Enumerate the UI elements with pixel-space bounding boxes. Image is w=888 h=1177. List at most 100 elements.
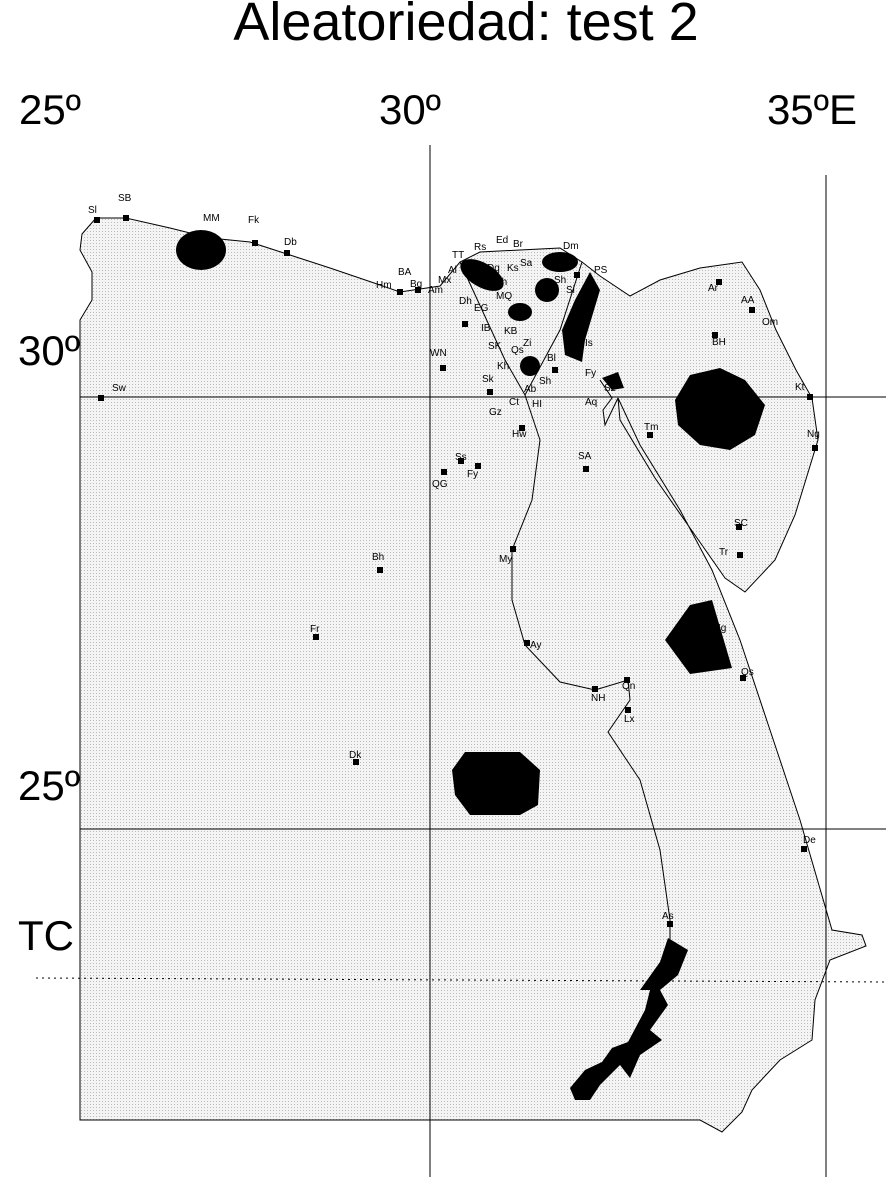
station-label: Kt bbox=[795, 382, 805, 393]
station-label: Dm bbox=[563, 241, 579, 252]
station-label: Tm bbox=[644, 422, 658, 433]
station-label: Ay bbox=[530, 640, 542, 651]
station-label: SB bbox=[118, 193, 132, 204]
station-label: Sz bbox=[604, 383, 616, 394]
station-label: De bbox=[803, 835, 816, 846]
station-label: IB bbox=[481, 323, 491, 334]
lon-label: 25º bbox=[19, 86, 81, 133]
station-label: Ar bbox=[708, 283, 719, 294]
cluster bbox=[452, 752, 540, 815]
lat-label: 30º bbox=[18, 327, 80, 374]
station-marker bbox=[440, 365, 446, 371]
station-label: Qs bbox=[741, 667, 754, 678]
station-label: Qn bbox=[622, 681, 635, 692]
station-label: Fr bbox=[310, 624, 320, 635]
station-label: Sk bbox=[482, 374, 495, 385]
station-marker bbox=[552, 367, 558, 373]
station-label: Gz bbox=[489, 407, 502, 418]
station-label: Dq bbox=[487, 263, 500, 274]
station-label: Sw bbox=[112, 383, 127, 394]
station-label: SA bbox=[578, 451, 592, 462]
station-marker bbox=[625, 707, 631, 713]
station-marker bbox=[737, 552, 743, 558]
station-marker bbox=[377, 567, 383, 573]
station-label: Om bbox=[762, 317, 778, 328]
station-label: My bbox=[499, 554, 512, 565]
station-label: Mx bbox=[438, 275, 451, 286]
station-marker bbox=[252, 240, 258, 246]
lon-label: 30º bbox=[379, 86, 441, 133]
station-marker bbox=[812, 445, 818, 451]
station-label: Sl bbox=[88, 205, 97, 216]
station-label: Sh bbox=[539, 376, 551, 387]
map: Aleatoriedad: test 2 25º 30º 35ºE 30º 25… bbox=[0, 0, 888, 1177]
station-label: HI bbox=[532, 399, 542, 410]
station-label: Ab bbox=[524, 384, 537, 395]
station-label: BH bbox=[712, 337, 726, 348]
station-label: SK bbox=[488, 341, 502, 352]
station-label: Zi bbox=[523, 338, 531, 349]
station-label: WN bbox=[430, 348, 447, 359]
station-marker bbox=[284, 250, 290, 256]
station-label: Qs bbox=[511, 345, 524, 356]
station-label: TT bbox=[452, 250, 464, 261]
station-label: Db bbox=[284, 237, 297, 248]
map-title: Aleatoriedad: test 2 bbox=[233, 0, 698, 52]
station-marker bbox=[462, 321, 468, 327]
station-label: Bl bbox=[547, 353, 556, 364]
station-marker bbox=[583, 466, 589, 472]
station-label: Ig bbox=[718, 623, 726, 634]
station-marker bbox=[801, 846, 807, 852]
station-label: NH bbox=[591, 693, 605, 704]
station-label: Hw bbox=[512, 429, 527, 440]
station-label: As bbox=[662, 911, 674, 922]
cluster bbox=[542, 252, 578, 272]
station-label: QG bbox=[432, 479, 448, 490]
station-label: Br bbox=[513, 239, 524, 250]
station-label: Fk bbox=[248, 215, 260, 226]
station-label: Ct bbox=[509, 397, 519, 408]
station-label: Rs bbox=[474, 242, 486, 253]
station-label: SC bbox=[734, 518, 748, 529]
lat-label: TC bbox=[18, 912, 74, 959]
station-label: Hm bbox=[376, 280, 392, 291]
station-marker bbox=[94, 217, 100, 223]
station-label: Ss bbox=[455, 452, 467, 463]
station-label: Fy bbox=[585, 368, 596, 379]
station-label: Bh bbox=[372, 552, 384, 563]
station-label: PS bbox=[594, 265, 608, 276]
station-label: Dh bbox=[459, 296, 472, 307]
station-marker bbox=[807, 394, 813, 400]
station-label: Sh bbox=[554, 275, 566, 286]
station-label: Tr bbox=[719, 547, 729, 558]
station-marker bbox=[123, 215, 129, 221]
station-label: MM bbox=[203, 213, 220, 224]
station-label: Ah bbox=[495, 277, 507, 288]
lon-label: 35ºE bbox=[767, 86, 857, 133]
station-marker bbox=[397, 289, 403, 295]
station-label: Am bbox=[428, 285, 443, 296]
station-label: Sa bbox=[520, 258, 533, 269]
station-label: Aq bbox=[585, 397, 597, 408]
station-label: Ng bbox=[807, 429, 820, 440]
cluster bbox=[520, 356, 540, 376]
station-label: Al bbox=[448, 265, 457, 276]
station-marker bbox=[592, 686, 598, 692]
station-marker bbox=[441, 469, 447, 475]
station-marker bbox=[574, 272, 580, 278]
station-label: Bg bbox=[410, 279, 422, 290]
cluster bbox=[508, 303, 532, 321]
station-label: AA bbox=[741, 295, 755, 306]
station-label: EG bbox=[474, 303, 489, 314]
station-label: Si bbox=[566, 285, 575, 296]
station-label: BA bbox=[398, 267, 412, 278]
station-label: KB bbox=[504, 326, 518, 337]
station-label: Ks bbox=[507, 263, 519, 274]
cluster bbox=[176, 230, 226, 270]
station-marker bbox=[487, 389, 493, 395]
station-marker bbox=[510, 546, 516, 552]
station-label: MQ bbox=[496, 291, 512, 302]
station-marker bbox=[98, 395, 104, 401]
station-label: Ed bbox=[496, 235, 508, 246]
station-label: Kh bbox=[497, 361, 509, 372]
